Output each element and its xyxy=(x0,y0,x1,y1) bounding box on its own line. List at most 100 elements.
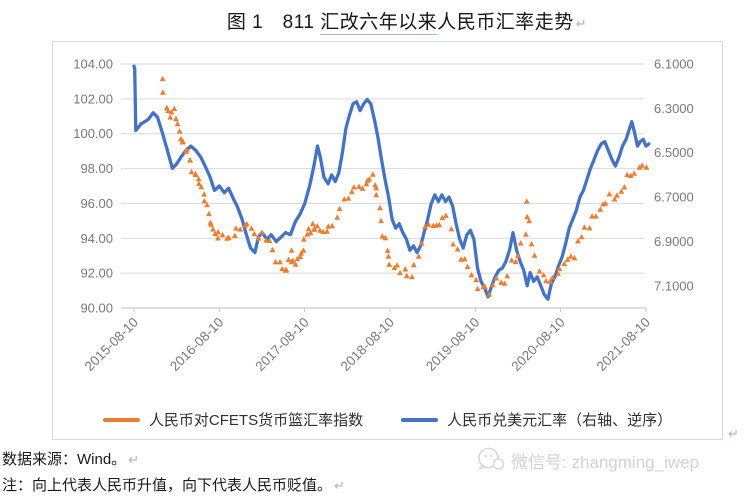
cfets-scatter-point xyxy=(575,238,581,244)
cfets-scatter-point xyxy=(309,220,316,226)
cfets-scatter-point xyxy=(386,261,393,267)
x-axis-tick-label: 2021-08-10 xyxy=(594,315,653,374)
cfets-scatter-point xyxy=(192,170,199,177)
cfets-scatter-point xyxy=(373,185,380,191)
cfets-scatter-point xyxy=(410,261,417,268)
left-axis-tick-label: 90.00 xyxy=(80,301,113,316)
cfets-scatter-point xyxy=(378,217,384,224)
paragraph-mark-icon: ↵ xyxy=(128,452,140,467)
cfets-scatter-point xyxy=(317,227,323,233)
cfets-scatter-point xyxy=(643,164,650,170)
x-axis-tick-label: 2015-08-10 xyxy=(82,315,141,374)
cfets-scatter-point xyxy=(618,188,625,194)
left-axis-tick-label: 102.00 xyxy=(73,91,113,106)
cfets-scatter-point xyxy=(402,266,409,272)
cfets-scatter-point xyxy=(329,222,336,229)
cfets-scatter-point xyxy=(204,201,210,208)
cfets-scatter-point xyxy=(212,230,219,236)
cfets-scatter-point xyxy=(290,257,296,263)
cfets-scatter-point xyxy=(195,175,202,182)
cfets-scatter-point xyxy=(348,188,355,195)
cfets-scatter-point xyxy=(215,235,221,241)
cfets-scatter-point xyxy=(208,221,214,227)
cfets-scatter-point xyxy=(384,247,391,253)
cfets-scatter-point xyxy=(279,265,286,272)
cfets-scatter-point xyxy=(422,223,428,230)
cfets-scatter-point xyxy=(201,191,208,197)
cfets-scatter-point xyxy=(225,234,232,240)
figure-title-suffix: 人民币汇率走势 xyxy=(437,12,574,33)
cfets-scatter-point xyxy=(277,259,283,265)
cfets-scatter-point xyxy=(366,176,373,182)
cfets-scatter-point xyxy=(394,262,401,268)
cfets-scatter-point xyxy=(285,256,292,262)
cfets-scatter-point xyxy=(336,205,343,212)
paragraph-mark-icon: ↵ xyxy=(575,16,588,31)
cfets-scatter-point xyxy=(243,220,250,227)
cfets-scatter-point xyxy=(160,89,166,95)
cfets-scatter-point xyxy=(201,198,208,204)
cfets-scatter-point xyxy=(165,107,171,113)
cfets-scatter-point xyxy=(251,230,258,237)
cfets-scatter-point xyxy=(385,253,392,259)
cfets-scatter-point xyxy=(611,196,618,202)
right-axis-tick-label: 6.3000 xyxy=(654,101,694,116)
right-axis-tick-label: 6.9000 xyxy=(654,234,694,249)
cfets-scatter-point xyxy=(614,192,620,198)
cfets-scatter-point xyxy=(482,283,488,289)
x-axis-tick-label: 2017-08-10 xyxy=(252,315,311,374)
cfets-scatter-point xyxy=(356,183,362,189)
cfets-scatter-point xyxy=(418,240,425,246)
cfets-scatter-point xyxy=(324,228,330,234)
cfets-scatter-point xyxy=(474,285,481,292)
cfets-scatter-point xyxy=(314,223,321,229)
cfets-series-swatch xyxy=(102,417,140,422)
cfets-scatter-point xyxy=(180,138,186,144)
cfets-scatter-point xyxy=(586,225,593,231)
cfets-scatter-point xyxy=(592,213,599,219)
cfets-scatter-point xyxy=(215,229,222,235)
wechat-id-text: 微信号: zhangming_iwep xyxy=(511,452,700,472)
cfets-scatter-point xyxy=(311,225,318,231)
cfets-scatter-point xyxy=(489,281,496,288)
cfets-scatter-point xyxy=(561,260,568,267)
cfets-scatter-point xyxy=(549,274,556,280)
cfets-scatter-point xyxy=(621,184,628,190)
cfets-scatter-point xyxy=(464,263,471,270)
cfets-scatter-point xyxy=(363,181,370,187)
cfets-scatter-point xyxy=(536,268,543,274)
cfets-scatter-point xyxy=(606,191,613,197)
chart: 104.00 102.00 100.00 98.00 96.00 94.00 92.00 90… xyxy=(52,41,723,440)
cfets-scatter-point xyxy=(556,265,563,272)
usdcny-series-label: 人民币兑美元汇率（右轴、逆序） xyxy=(447,412,673,429)
cfets-scatter-point xyxy=(547,278,553,284)
right-axis-tick-label: 6.5000 xyxy=(654,145,694,160)
cfets-scatter-point xyxy=(448,226,455,232)
usdcny-line xyxy=(132,64,651,301)
cfets-scatter-point xyxy=(334,214,341,220)
cfets-scatter-point xyxy=(237,226,244,232)
cfets-scatter-point xyxy=(581,224,588,230)
left-axis-tick-label: 94.00 xyxy=(80,231,113,246)
usdcny-series-swatch xyxy=(401,417,439,422)
cfets-scatter-point xyxy=(320,228,326,234)
cfets-scatter-point xyxy=(512,258,519,265)
cfets-scatter-point xyxy=(269,246,276,253)
cfets-scatter-point xyxy=(461,256,468,262)
cfets-scatter-point xyxy=(255,235,262,241)
cfets-scatter-point xyxy=(292,261,299,267)
cfets-scatter-point xyxy=(543,277,549,284)
cfets-scatter-point xyxy=(307,229,314,236)
cfets-scatter-point xyxy=(206,210,212,217)
cfets-scatter-point xyxy=(159,75,166,82)
cfets-scatter-point xyxy=(187,157,193,163)
cfets-scatter-point xyxy=(498,279,504,285)
cfets-scatter-point xyxy=(259,229,265,235)
cfets-scatter-point xyxy=(602,200,609,206)
cfets-scatter-point xyxy=(345,195,352,201)
paragraph-mark-icon: ↵ xyxy=(334,478,345,493)
cfets-scatter-point xyxy=(468,272,475,278)
legend-item-usdcny: 人民币兑美元汇率（右轴、逆序） xyxy=(401,409,672,430)
cfets-scatter-point xyxy=(300,247,307,253)
left-axis-tick-label: 98.00 xyxy=(80,161,113,176)
